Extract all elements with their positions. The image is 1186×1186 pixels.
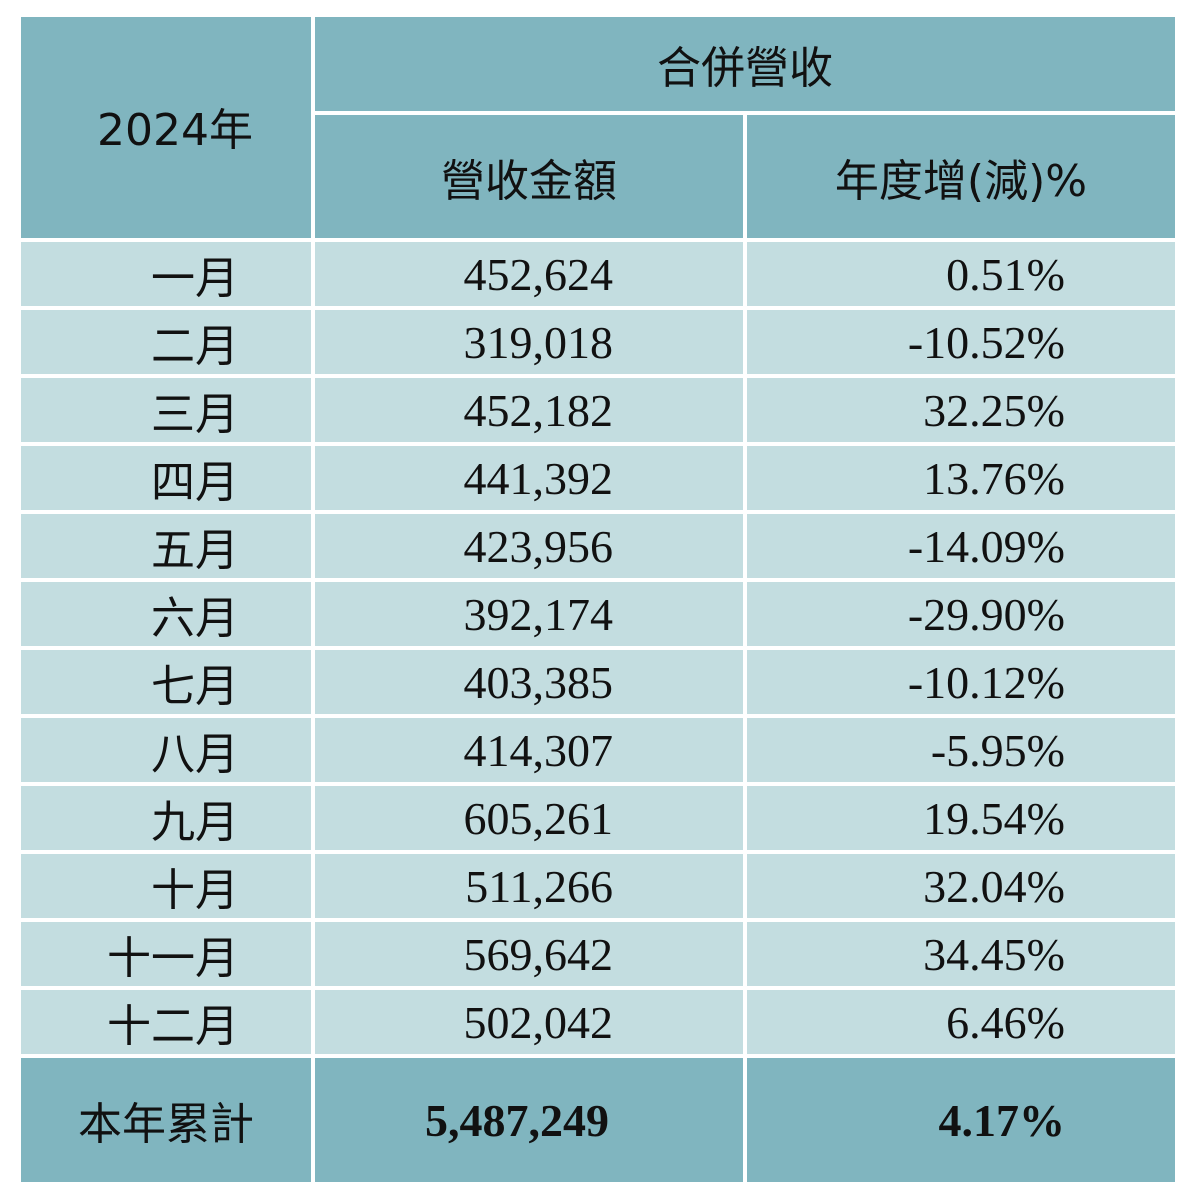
table-row: 六月 392,174 -29.90% [17,578,1179,650]
month-label: 八月 [17,714,315,786]
month-label: 二月 [17,306,315,378]
yoy-change: 32.25% [743,374,1179,446]
revenue-amount: 423,956 [311,510,747,582]
table-row: 九月 605,261 19.54% [17,782,1179,854]
table-row: 三月 452,182 32.25% [17,374,1179,446]
yoy-change: 6.46% [743,986,1179,1058]
revenue-amount: 452,182 [311,374,747,446]
total-yoy-change: 4.17% [743,1054,1179,1186]
revenue-amount: 511,266 [311,850,747,922]
yoy-change: -10.52% [743,306,1179,378]
yoy-change-header: 年度增(減)% [743,111,1179,242]
yoy-change: 34.45% [743,918,1179,990]
table-row: 十一月 569,642 34.45% [17,918,1179,990]
month-label: 一月 [17,238,315,310]
monthly-revenue-table: 2024年 合併營收 營收金額 年度增(減)% 一月 452,624 0.51%… [17,13,1179,1186]
table-row: 十二月 502,042 6.46% [17,986,1179,1058]
yoy-change: -29.90% [743,578,1179,650]
yoy-change: 13.76% [743,442,1179,514]
table-row: 一月 452,624 0.51% [17,238,1179,310]
table-row: 四月 441,392 13.76% [17,442,1179,514]
month-label: 十月 [17,850,315,922]
monthly-rows: 一月 452,624 0.51% 二月 319,018 -10.52% 三月 4… [17,238,1179,1058]
revenue-amount-header: 營收金額 [311,111,747,242]
month-label: 四月 [17,442,315,514]
month-label: 六月 [17,578,315,650]
table-row: 二月 319,018 -10.52% [17,306,1179,378]
month-label: 三月 [17,374,315,446]
yoy-change: 19.54% [743,782,1179,854]
month-label: 七月 [17,646,315,718]
table-row: 十月 511,266 32.04% [17,850,1179,922]
revenue-amount: 441,392 [311,442,747,514]
month-label: 十一月 [17,918,315,990]
month-label: 十二月 [17,986,315,1058]
total-row: 本年累計 5,487,249 4.17% [17,1054,1179,1186]
revenue-amount: 605,261 [311,782,747,854]
total-label: 本年累計 [17,1054,315,1186]
year-header: 2024年 [17,13,315,242]
revenue-amount: 569,642 [311,918,747,990]
revenue-amount: 502,042 [311,986,747,1058]
month-label: 五月 [17,510,315,582]
table-row: 五月 423,956 -14.09% [17,510,1179,582]
yoy-change: 32.04% [743,850,1179,922]
yoy-change: 0.51% [743,238,1179,310]
yoy-change: -5.95% [743,714,1179,786]
month-label: 九月 [17,782,315,854]
revenue-amount: 414,307 [311,714,747,786]
revenue-amount: 319,018 [311,306,747,378]
consolidated-revenue-header: 合併營收 [311,13,1179,115]
revenue-amount: 452,624 [311,238,747,310]
revenue-amount: 403,385 [311,646,747,718]
revenue-amount: 392,174 [311,578,747,650]
table-row: 八月 414,307 -5.95% [17,714,1179,786]
table-row: 七月 403,385 -10.12% [17,646,1179,718]
total-amount: 5,487,249 [311,1054,747,1186]
yoy-change: -10.12% [743,646,1179,718]
yoy-change: -14.09% [743,510,1179,582]
